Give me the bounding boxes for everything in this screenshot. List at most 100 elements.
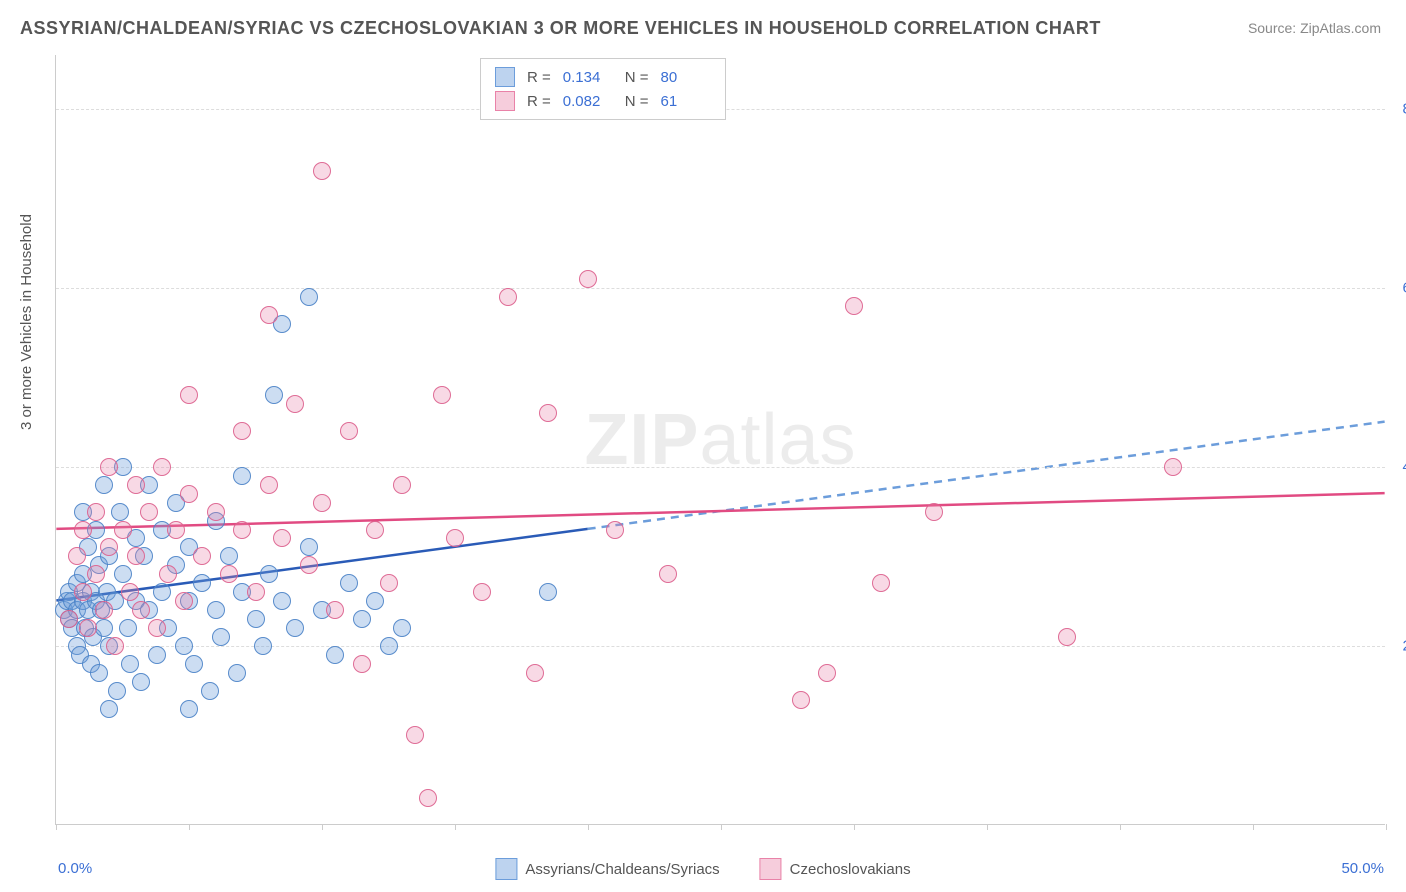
chart-title: ASSYRIAN/CHALDEAN/SYRIAC VS CZECHOSLOVAK…: [20, 18, 1101, 39]
x-axis-min-label: 0.0%: [58, 860, 92, 877]
data-point: [87, 565, 105, 583]
data-point: [818, 664, 836, 682]
x-tick: [1253, 824, 1254, 830]
data-point: [140, 503, 158, 521]
stats-row: R = 0.082 N = 61: [495, 89, 711, 113]
x-tick: [56, 824, 57, 830]
data-point: [254, 637, 272, 655]
data-point: [193, 574, 211, 592]
data-point: [87, 503, 105, 521]
trend-lines-layer: [56, 55, 1385, 824]
data-point: [148, 619, 166, 637]
data-point: [419, 789, 437, 807]
x-tick: [455, 824, 456, 830]
data-point: [121, 583, 139, 601]
stat-n-label: N =: [625, 69, 649, 86]
legend-item: Czechoslovakians: [760, 858, 911, 880]
gridline: [56, 288, 1385, 289]
data-point: [95, 476, 113, 494]
data-point: [60, 610, 78, 628]
stat-n-value: 80: [661, 69, 711, 86]
data-point: [473, 583, 491, 601]
data-point: [233, 521, 251, 539]
data-point: [201, 682, 219, 700]
data-point: [353, 610, 371, 628]
x-tick: [721, 824, 722, 830]
data-point: [380, 574, 398, 592]
data-point: [273, 592, 291, 610]
stat-n-value: 61: [661, 93, 711, 110]
y-tick-label: 40.0%: [1402, 458, 1406, 475]
data-point: [446, 529, 464, 547]
data-point: [119, 619, 137, 637]
data-point: [233, 422, 251, 440]
data-point: [233, 467, 251, 485]
data-point: [366, 592, 384, 610]
data-point: [132, 673, 150, 691]
data-point: [300, 538, 318, 556]
data-point: [167, 521, 185, 539]
data-point: [539, 404, 557, 422]
data-point: [406, 726, 424, 744]
data-point: [180, 386, 198, 404]
source-prefix: Source:: [1248, 20, 1300, 36]
data-point: [326, 646, 344, 664]
x-tick: [854, 824, 855, 830]
data-point: [260, 565, 278, 583]
stats-row: R =0.134N =80: [495, 65, 711, 89]
chart-plot-area: ZIPatlas 20.0%40.0%60.0%80.0%: [55, 55, 1385, 825]
data-point: [159, 565, 177, 583]
data-point: [153, 458, 171, 476]
data-point: [1058, 628, 1076, 646]
stat-r-label: R =: [527, 93, 551, 110]
data-point: [340, 574, 358, 592]
data-point: [393, 476, 411, 494]
bottom-legend: Assyrians/Chaldeans/SyriacsCzechoslovaki…: [495, 858, 910, 880]
data-point: [872, 574, 890, 592]
x-tick: [588, 824, 589, 830]
data-point: [273, 529, 291, 547]
data-point: [286, 619, 304, 637]
stat-r-value: 0.082: [563, 93, 613, 110]
data-point: [286, 395, 304, 413]
data-point: [606, 521, 624, 539]
gridline: [56, 467, 1385, 468]
data-point: [539, 583, 557, 601]
data-point: [95, 601, 113, 619]
legend-label: Czechoslovakians: [790, 861, 911, 878]
data-point: [380, 637, 398, 655]
y-tick-label: 20.0%: [1402, 637, 1406, 654]
data-point: [74, 583, 92, 601]
data-point: [207, 601, 225, 619]
x-tick: [189, 824, 190, 830]
data-point: [247, 583, 265, 601]
data-point: [220, 565, 238, 583]
data-point: [526, 664, 544, 682]
x-tick: [322, 824, 323, 830]
y-tick-label: 80.0%: [1402, 100, 1406, 117]
data-point: [326, 601, 344, 619]
x-tick: [987, 824, 988, 830]
data-point: [111, 503, 129, 521]
source-link[interactable]: ZipAtlas.com: [1300, 20, 1381, 36]
data-point: [100, 700, 118, 718]
data-point: [153, 583, 171, 601]
trend-line: [588, 422, 1385, 529]
stat-n-label: N =: [625, 93, 649, 110]
legend-swatch: [495, 91, 515, 111]
data-point: [792, 691, 810, 709]
data-point: [579, 270, 597, 288]
data-point: [499, 288, 517, 306]
stat-r-value: 0.134: [563, 69, 613, 86]
data-point: [148, 646, 166, 664]
data-point: [247, 610, 265, 628]
y-axis-label: 3 or more Vehicles in Household: [18, 214, 35, 430]
data-point: [100, 458, 118, 476]
data-point: [925, 503, 943, 521]
data-point: [265, 386, 283, 404]
data-point: [132, 601, 150, 619]
data-point: [185, 655, 203, 673]
data-point: [212, 628, 230, 646]
data-point: [220, 547, 238, 565]
data-point: [127, 547, 145, 565]
